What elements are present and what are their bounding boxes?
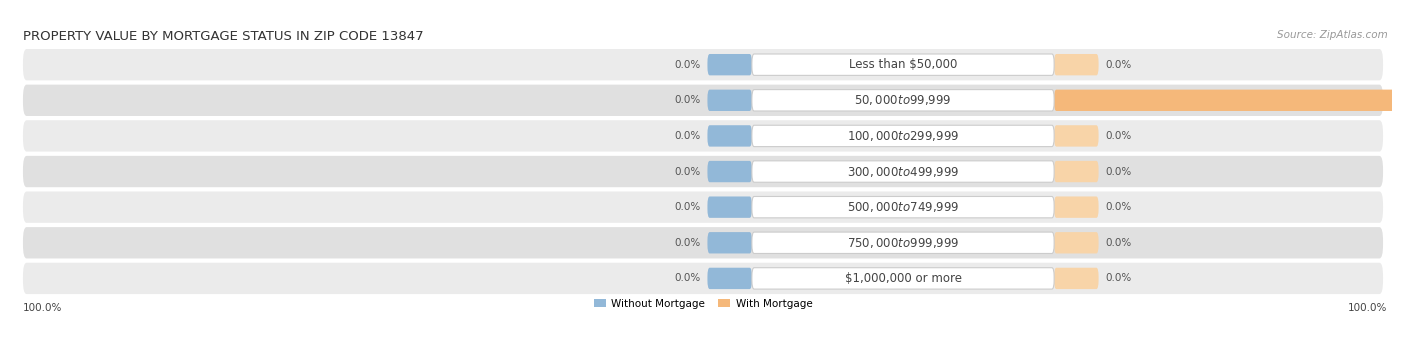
FancyBboxPatch shape: [752, 196, 1054, 218]
FancyBboxPatch shape: [752, 268, 1054, 289]
FancyBboxPatch shape: [707, 90, 752, 111]
FancyBboxPatch shape: [1054, 232, 1098, 253]
FancyBboxPatch shape: [1054, 268, 1098, 289]
FancyBboxPatch shape: [707, 232, 752, 253]
Text: 0.0%: 0.0%: [673, 166, 700, 177]
Text: 0.0%: 0.0%: [673, 95, 700, 105]
FancyBboxPatch shape: [1054, 125, 1098, 147]
FancyBboxPatch shape: [752, 161, 1054, 182]
FancyBboxPatch shape: [22, 227, 1384, 258]
Text: $750,000 to $999,999: $750,000 to $999,999: [846, 236, 959, 250]
FancyBboxPatch shape: [22, 156, 1384, 187]
Text: $50,000 to $99,999: $50,000 to $99,999: [855, 93, 952, 107]
FancyBboxPatch shape: [707, 268, 752, 289]
Text: $300,000 to $499,999: $300,000 to $499,999: [846, 165, 959, 179]
Text: $500,000 to $749,999: $500,000 to $749,999: [846, 200, 959, 214]
FancyBboxPatch shape: [752, 232, 1054, 253]
Text: $1,000,000 or more: $1,000,000 or more: [845, 272, 962, 285]
FancyBboxPatch shape: [1054, 54, 1098, 75]
FancyBboxPatch shape: [752, 90, 1054, 111]
Text: 0.0%: 0.0%: [1105, 131, 1132, 141]
Text: 100.0%: 100.0%: [1348, 302, 1388, 313]
Text: 100.0%: 100.0%: [22, 302, 62, 313]
Text: Less than $50,000: Less than $50,000: [849, 58, 957, 71]
FancyBboxPatch shape: [752, 125, 1054, 147]
FancyBboxPatch shape: [22, 192, 1384, 223]
Text: 0.0%: 0.0%: [673, 131, 700, 141]
Text: 0.0%: 0.0%: [673, 60, 700, 70]
Legend: Without Mortgage, With Mortgage: Without Mortgage, With Mortgage: [589, 295, 817, 313]
FancyBboxPatch shape: [707, 196, 752, 218]
FancyBboxPatch shape: [752, 54, 1054, 75]
FancyBboxPatch shape: [22, 85, 1384, 116]
Text: 0.0%: 0.0%: [1105, 202, 1132, 212]
FancyBboxPatch shape: [1054, 196, 1098, 218]
Text: 0.0%: 0.0%: [673, 202, 700, 212]
FancyBboxPatch shape: [707, 161, 752, 182]
Text: $100,000 to $299,999: $100,000 to $299,999: [846, 129, 959, 143]
FancyBboxPatch shape: [22, 120, 1384, 152]
FancyBboxPatch shape: [1054, 161, 1098, 182]
Text: 0.0%: 0.0%: [673, 273, 700, 283]
Text: 0.0%: 0.0%: [1105, 166, 1132, 177]
Text: 0.0%: 0.0%: [1105, 238, 1132, 248]
Text: 0.0%: 0.0%: [1105, 60, 1132, 70]
Text: 0.0%: 0.0%: [673, 238, 700, 248]
FancyBboxPatch shape: [1054, 90, 1406, 111]
FancyBboxPatch shape: [22, 263, 1384, 294]
FancyBboxPatch shape: [707, 54, 752, 75]
Text: 0.0%: 0.0%: [1105, 273, 1132, 283]
Text: Source: ZipAtlas.com: Source: ZipAtlas.com: [1277, 30, 1388, 40]
FancyBboxPatch shape: [22, 49, 1384, 80]
Text: PROPERTY VALUE BY MORTGAGE STATUS IN ZIP CODE 13847: PROPERTY VALUE BY MORTGAGE STATUS IN ZIP…: [22, 30, 423, 43]
FancyBboxPatch shape: [707, 125, 752, 147]
